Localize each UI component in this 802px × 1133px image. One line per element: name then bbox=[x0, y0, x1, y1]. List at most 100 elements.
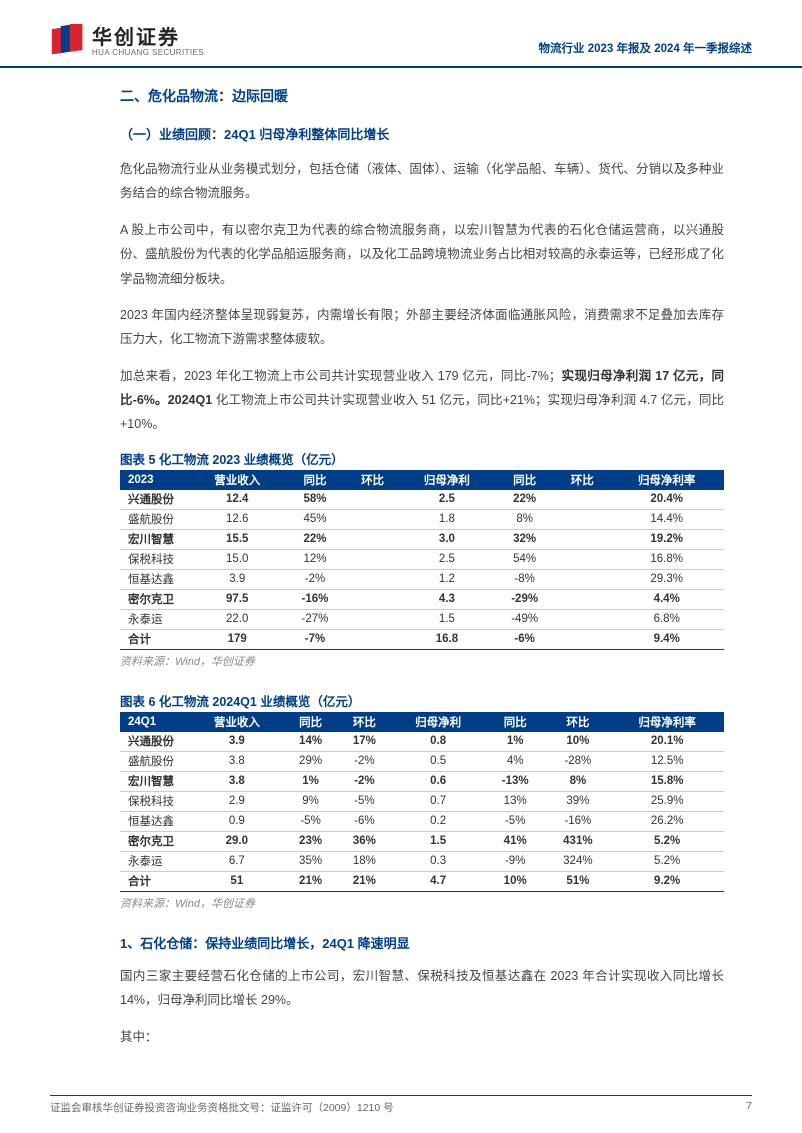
table-cell: 3.8 bbox=[190, 751, 284, 771]
table-cell: 9.4% bbox=[609, 629, 724, 649]
table-header-cell: 同比 bbox=[284, 470, 345, 490]
table-cell bbox=[345, 490, 399, 510]
table-cell: 1.5 bbox=[400, 609, 494, 629]
table-cell: 兴通股份 bbox=[120, 732, 190, 752]
table-cell: 宏川智慧 bbox=[120, 529, 190, 549]
heading-level-2: 二、危化品物流：边际回暖 bbox=[120, 86, 724, 106]
table-cell: 18% bbox=[337, 851, 391, 871]
table-source: 资料来源：Wind，华创证券 bbox=[120, 895, 724, 911]
heading-level-4: 1、石化仓储：保持业绩同比增长，24Q1 降速明显 bbox=[120, 933, 724, 952]
table-cell: -2% bbox=[284, 569, 345, 589]
table-cell: 39% bbox=[545, 791, 610, 811]
table-row: 宏川智慧15.522%3.032%19.2% bbox=[120, 529, 724, 549]
table-cell: 13% bbox=[485, 791, 545, 811]
table-header-cell: 环比 bbox=[545, 712, 610, 732]
table-row: 恒基达鑫0.9-5%-6%0.2-5%-16%26.2% bbox=[120, 811, 724, 831]
table-cell: 22% bbox=[494, 490, 555, 510]
table-cell: 10% bbox=[545, 732, 610, 752]
table-cell: 密尔克卫 bbox=[120, 589, 190, 609]
table-cell: 3.8 bbox=[190, 771, 284, 791]
table-cell: 8% bbox=[545, 771, 610, 791]
table-cell: -5% bbox=[485, 811, 545, 831]
table-cell: 保税科技 bbox=[120, 549, 190, 569]
table-header-cell: 2023 bbox=[120, 470, 190, 490]
table-cell: 32% bbox=[494, 529, 555, 549]
table-cell bbox=[345, 549, 399, 569]
table-header-cell: 24Q1 bbox=[120, 712, 190, 732]
table-cell: 29.3% bbox=[609, 569, 724, 589]
table-cell: 22.0 bbox=[190, 609, 284, 629]
table-cell: 58% bbox=[284, 490, 345, 510]
table-cell: 6.8% bbox=[609, 609, 724, 629]
table-cell: 22% bbox=[284, 529, 345, 549]
table-cell bbox=[345, 509, 399, 529]
table-row: 盛航股份3.829%-2%0.54%-28%12.5% bbox=[120, 751, 724, 771]
table-cell: 4.3 bbox=[400, 589, 494, 609]
table-row: 保税科技2.99%-5%0.713%39%25.9% bbox=[120, 791, 724, 811]
table-cell: 15.5 bbox=[190, 529, 284, 549]
table-row: 兴通股份12.458%2.522%20.4% bbox=[120, 490, 724, 510]
table-title-5: 图表 5 化工物流 2023 业绩概览（亿元） bbox=[120, 449, 724, 468]
logo-text-en: HUA CHUANG SECURITIES bbox=[92, 49, 204, 58]
heading-level-3: （一）业绩回顾：24Q1 归母净利整体同比增长 bbox=[120, 124, 724, 143]
table-cell: 1% bbox=[284, 771, 338, 791]
table-cell: 0.3 bbox=[391, 851, 485, 871]
table-cell: -6% bbox=[494, 629, 555, 649]
table-cell: 21% bbox=[284, 871, 338, 891]
table-cell: 29% bbox=[284, 751, 338, 771]
table-cell: 5.2% bbox=[610, 851, 724, 871]
table-cell: 16.8% bbox=[609, 549, 724, 569]
table-title-6: 图表 6 化工物流 2024Q1 业绩概览（亿元） bbox=[120, 691, 724, 710]
table-header-cell: 环比 bbox=[345, 470, 399, 490]
table-cell: -2% bbox=[337, 751, 391, 771]
table-cell: 179 bbox=[190, 629, 284, 649]
table-cell bbox=[555, 549, 609, 569]
table-cell: 3.0 bbox=[400, 529, 494, 549]
table-cell bbox=[555, 490, 609, 510]
table-row: 恒基达鑫3.9-2%1.2-8%29.3% bbox=[120, 569, 724, 589]
table-cell: 12.4 bbox=[190, 490, 284, 510]
table-cell: -5% bbox=[337, 791, 391, 811]
table-row: 宏川智慧3.81%-2%0.6-13%8%15.8% bbox=[120, 771, 724, 791]
table-cell: 0.8 bbox=[391, 732, 485, 752]
table-header-cell: 环比 bbox=[337, 712, 391, 732]
table-cell: 97.5 bbox=[190, 589, 284, 609]
table-cell: 15.0 bbox=[190, 549, 284, 569]
table-cell: -16% bbox=[284, 589, 345, 609]
table-cell bbox=[555, 609, 609, 629]
table-cell: 15.8% bbox=[610, 771, 724, 791]
table-cell: 1.2 bbox=[400, 569, 494, 589]
table-cell: 密尔克卫 bbox=[120, 831, 190, 851]
table-cell: 2.9 bbox=[190, 791, 284, 811]
table-cell bbox=[555, 589, 609, 609]
table-cell: -8% bbox=[494, 569, 555, 589]
table-cell: 14.4% bbox=[609, 509, 724, 529]
table-cell: 17% bbox=[337, 732, 391, 752]
table-source: 资料来源：Wind，华创证券 bbox=[120, 653, 724, 669]
paragraph: A 股上市公司中，有以密尔克卫为代表的综合物流服务商，以宏川智慧为代表的石化仓储… bbox=[120, 218, 724, 291]
table-row: 盛航股份12.645%1.88%14.4% bbox=[120, 509, 724, 529]
table-cell: 1% bbox=[485, 732, 545, 752]
table-cell: 51 bbox=[190, 871, 284, 891]
table-cell: 8% bbox=[494, 509, 555, 529]
table-cell: 0.7 bbox=[391, 791, 485, 811]
table-cell: 12% bbox=[284, 549, 345, 569]
table-cell: -27% bbox=[284, 609, 345, 629]
table-header-cell: 归母净利率 bbox=[609, 470, 724, 490]
table-cell: -28% bbox=[545, 751, 610, 771]
table-row: 兴通股份3.914%17%0.81%10%20.1% bbox=[120, 732, 724, 752]
table-5: 2023营业收入同比环比归母净利同比环比归母净利率 兴通股份12.458%2.5… bbox=[120, 470, 724, 650]
table-cell: 6.7 bbox=[190, 851, 284, 871]
table-6: 24Q1营业收入同比环比归母净利同比环比归母净利率 兴通股份3.914%17%0… bbox=[120, 712, 724, 892]
paragraph: 国内三家主要经营石化仓储的上市公司，宏川智慧、保税科技及恒基达鑫在 2023 年… bbox=[120, 964, 724, 1013]
table-cell: 宏川智慧 bbox=[120, 771, 190, 791]
table-header-cell: 归母净利 bbox=[400, 470, 494, 490]
table-cell: 9.2% bbox=[610, 871, 724, 891]
table-cell: 0.5 bbox=[391, 751, 485, 771]
table-cell: 29.0 bbox=[190, 831, 284, 851]
table-cell: 合计 bbox=[120, 871, 190, 891]
table-cell: 保税科技 bbox=[120, 791, 190, 811]
table-header-cell: 同比 bbox=[284, 712, 338, 732]
table-cell bbox=[555, 509, 609, 529]
table-cell: 51% bbox=[545, 871, 610, 891]
